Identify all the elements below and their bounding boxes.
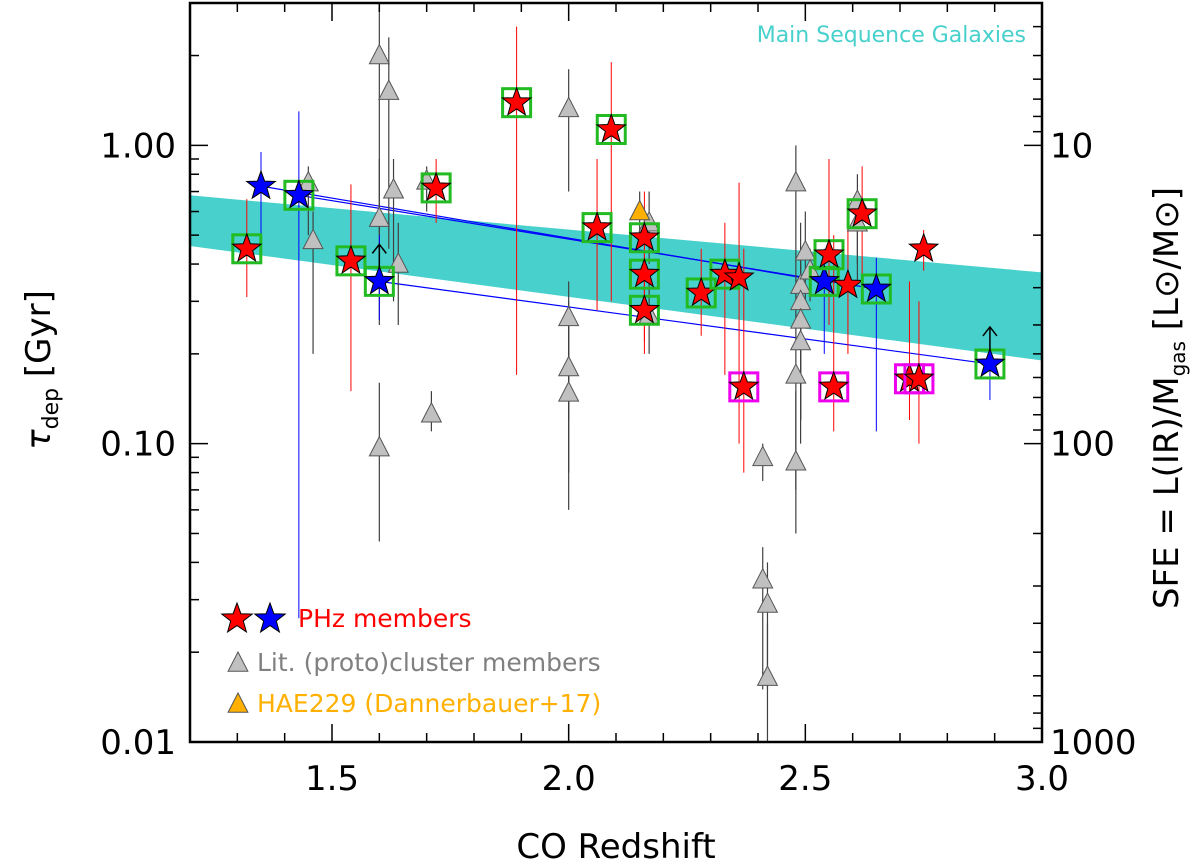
y-axis-label-right-main: SFE = L(IR)/M <box>1147 376 1187 609</box>
x-tick-label: 3.0 <box>1015 759 1069 799</box>
phz-star-red <box>628 221 661 252</box>
phz-star-blue <box>245 169 277 200</box>
y-tick-label-right: 100 <box>1050 425 1115 465</box>
y-axis-label-left-symbol: τ <box>19 429 59 450</box>
literature-point <box>368 435 391 457</box>
phz-star-red <box>500 86 533 116</box>
literature-point <box>557 380 580 402</box>
phz-star-red <box>581 211 613 241</box>
phz-star-red <box>420 171 452 202</box>
phz-star-red <box>903 362 935 393</box>
literature-point <box>756 665 779 686</box>
y-axis-label-right-sub: gas <box>1166 341 1190 376</box>
phz-star-red <box>628 257 661 288</box>
y-axis-label-left-unit: [Gyr] <box>19 290 59 377</box>
phz-markers <box>231 86 1006 403</box>
x-tick-label: 2.5 <box>778 759 832 799</box>
phz-star-blue <box>860 272 892 303</box>
lower-limit-arrows <box>371 243 998 350</box>
y-tick-label-left: 0.01 <box>100 723 176 763</box>
literature-point <box>794 239 817 261</box>
literature-point <box>368 43 391 65</box>
literature-point <box>789 307 812 329</box>
literature-point <box>557 305 580 327</box>
y-axis-label-right-space <box>1147 330 1187 341</box>
literature-point <box>752 445 774 467</box>
literature-point <box>382 177 405 199</box>
legend-label-hae: HAE229 (Dannerbauer+17) <box>257 689 601 718</box>
x-tick-label: 2.0 <box>542 759 596 799</box>
phz-star-red <box>832 268 864 299</box>
literature-point <box>420 401 443 423</box>
legend-star-blue <box>253 601 287 634</box>
y-axis-label-left-sub: dep <box>39 388 64 429</box>
lower-limit-arrow-head <box>371 243 387 254</box>
y-tick-label-left: 0.10 <box>100 425 176 465</box>
phz-star-red <box>335 244 367 275</box>
legend: PHz members Lit. (proto)cluster members … <box>220 601 601 718</box>
phz-star-red <box>846 197 878 227</box>
axis-ticks <box>189 2 1043 743</box>
literature-point <box>785 449 807 471</box>
literature-point <box>302 228 324 250</box>
lower-limit-arrow-head <box>982 325 998 337</box>
literature-point <box>785 170 807 192</box>
y-tick-label-right: 10 <box>1050 126 1093 166</box>
literature-point <box>785 362 807 384</box>
y-tick-label-left: 1.00 <box>100 126 176 166</box>
phz-star-blue <box>808 264 840 295</box>
x-axis-label: CO Redshift <box>516 827 715 864</box>
y-axis-label-right-unit: [L⊙/M⊙] <box>1147 187 1187 330</box>
phz-star-blue <box>974 347 1006 378</box>
literature-point <box>378 78 400 100</box>
literature-point <box>557 96 580 118</box>
y-axis-label-right: SFE = L(IR)/Mgas [L⊙/M⊙] <box>1147 187 1190 609</box>
y-tick-label-right: 1000 <box>1050 723 1137 763</box>
literature-markers <box>297 43 869 686</box>
literature-point <box>752 567 774 589</box>
connecting-line <box>379 280 991 365</box>
legend-triangle-orange <box>227 691 249 713</box>
literature-point <box>756 591 779 613</box>
phz-star-red <box>728 370 760 401</box>
literature-point <box>368 206 391 227</box>
phz-star-red <box>813 238 845 268</box>
main-sequence-band <box>190 195 1042 361</box>
phz-star-red <box>908 232 940 263</box>
phz-star-red <box>818 370 850 401</box>
legend-markers <box>220 601 287 713</box>
y-axis-label-left: τdep [Gyr] <box>19 290 64 450</box>
hae229-point <box>628 199 651 221</box>
phz-star-blue <box>283 178 315 209</box>
y-axis-label-left-space <box>19 377 59 388</box>
legend-label-phz: PHz members <box>298 604 472 633</box>
x-tick-label: 1.5 <box>305 759 359 799</box>
literature-point <box>789 329 812 351</box>
phz-star-blue <box>363 264 395 295</box>
legend-triangle-gray <box>227 650 249 672</box>
phz-star-red <box>595 113 627 143</box>
phz-star-red <box>723 261 755 291</box>
main-sequence-annotation: Main Sequence Galaxies <box>757 23 1026 48</box>
phz-star-red <box>628 293 661 324</box>
legend-star-red <box>220 601 254 634</box>
legend-label-lit: Lit. (proto)cluster members <box>257 648 601 677</box>
literature-point <box>557 355 580 377</box>
phz-star-red <box>231 232 263 263</box>
main-sequence-band-fill <box>190 195 1042 361</box>
